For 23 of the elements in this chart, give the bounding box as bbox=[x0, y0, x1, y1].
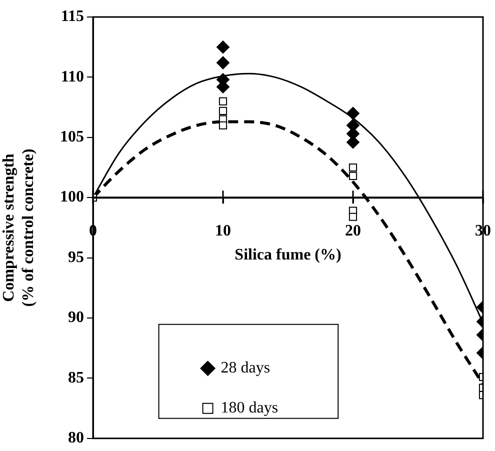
x-tick-label: 20 bbox=[345, 222, 361, 240]
y-tick-label: 110 bbox=[60, 68, 84, 86]
x-axis-title: Silica fume (%) bbox=[234, 246, 342, 264]
point bbox=[348, 172, 358, 180]
legend-label: 180 days bbox=[220, 400, 278, 417]
y-tick-label: 105 bbox=[60, 128, 84, 146]
point bbox=[216, 56, 230, 70]
point bbox=[218, 97, 228, 106]
y-tick-label: 115 bbox=[60, 8, 84, 26]
point bbox=[218, 121, 228, 130]
point bbox=[348, 212, 358, 221]
y-tick-label: 100 bbox=[60, 188, 84, 206]
y-tick-label: 85 bbox=[68, 369, 84, 386]
x-tick-label: 10 bbox=[215, 222, 231, 240]
point bbox=[216, 40, 230, 54]
legend-label: 28 days bbox=[220, 360, 270, 377]
y-axis-title: Compressive strength (% of control concrete) bbox=[0, 148, 37, 307]
y-tick-label: 95 bbox=[68, 248, 84, 266]
y-tick-label: 90 bbox=[68, 309, 84, 326]
point bbox=[218, 106, 228, 115]
point bbox=[346, 106, 360, 120]
y-tick-label: 80 bbox=[68, 430, 84, 447]
point bbox=[348, 163, 358, 172]
